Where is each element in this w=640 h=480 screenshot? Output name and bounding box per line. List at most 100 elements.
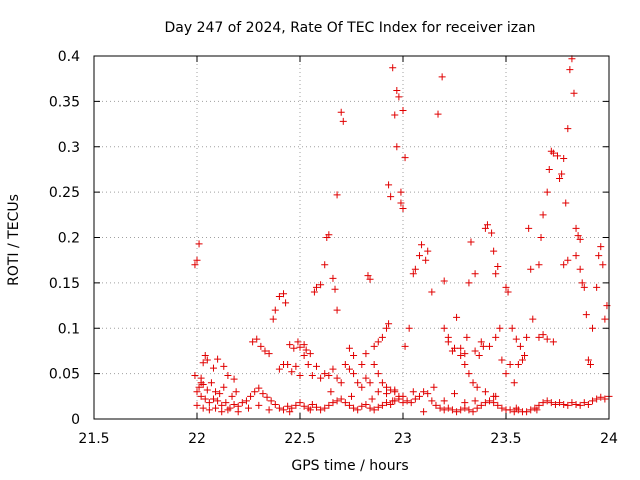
data-point [535,401,543,409]
x-tick-label: 23 [394,431,412,447]
data-point [197,374,205,382]
data-point [368,395,376,403]
data-point [471,347,479,355]
data-point [391,386,399,394]
data-point [434,110,442,118]
data-point [453,408,461,416]
data-point [488,229,496,237]
data-point [473,383,481,391]
data-point [518,356,526,364]
data-point [230,400,238,408]
data-point [481,224,489,232]
data-point [203,356,211,364]
y-tick-label: 0.25 [49,185,80,201]
data-point [481,388,489,396]
data-point [543,397,551,405]
data-point [576,265,584,273]
data-point [201,351,209,359]
y-tick-label: 0.15 [49,276,80,292]
data-point [451,390,458,398]
data-point [284,361,292,369]
data-point [514,361,522,369]
data-point [595,252,603,260]
data-point [348,392,355,400]
data-point [436,404,444,412]
data-point [228,392,236,400]
data-point [564,401,572,409]
data-point [354,379,362,387]
data-point [284,402,292,410]
data-point [549,149,557,157]
data-point [506,406,514,414]
data-point [216,390,224,398]
data-point [589,324,597,332]
data-point [321,370,329,378]
data-point [193,388,201,396]
data-point [197,392,205,400]
data-point [492,270,500,278]
data-point [308,371,316,379]
data-point [486,397,494,405]
data-point [593,395,601,403]
data-point [269,315,277,323]
y-tick-label: 0.3 [58,140,80,156]
data-point [543,188,551,196]
data-point [512,404,520,412]
data-point [275,292,283,300]
data-point [549,338,557,346]
data-point [288,404,296,412]
data-point [350,404,358,412]
data-point [496,324,504,332]
data-point [306,406,314,414]
data-point [451,344,458,352]
y-tick-label: 0.4 [58,49,80,65]
data-point [551,400,559,408]
y-tick-label: 0.2 [58,231,80,247]
data-point [418,241,426,249]
data-point [572,400,580,408]
data-point [364,272,372,280]
data-point [535,261,543,269]
data-point [508,324,516,332]
data-point [504,288,512,296]
data-point [195,383,203,391]
data-point [582,311,590,319]
data-point [251,388,259,396]
data-point [554,152,561,160]
data-point [506,361,514,369]
data-point [224,406,232,414]
data-point [218,408,226,416]
data-point [257,342,265,350]
data-point [467,238,475,246]
data-point [586,361,594,369]
data-point [337,379,345,387]
data-point [477,401,485,409]
data-point [502,370,510,378]
data-point [401,342,409,350]
data-point [191,261,199,269]
data-point [370,361,378,369]
data-point [399,204,407,212]
data-point [296,343,304,351]
data-point [366,275,374,283]
data-point [366,379,374,387]
data-point [477,338,485,346]
data-point [383,383,391,391]
data-point [302,346,310,354]
data-point [329,365,337,373]
data-point [370,342,378,350]
data-point [312,403,320,411]
data-point [337,395,345,403]
data-point [358,361,366,369]
data-point [193,401,201,409]
data-point [333,306,341,314]
data-point [282,299,290,307]
data-point [576,401,584,409]
data-point [461,399,469,407]
data-point [300,341,308,349]
data-point [395,395,403,403]
data-point [599,261,607,269]
data-point [222,399,230,407]
data-point [288,368,296,376]
data-point [516,342,524,350]
